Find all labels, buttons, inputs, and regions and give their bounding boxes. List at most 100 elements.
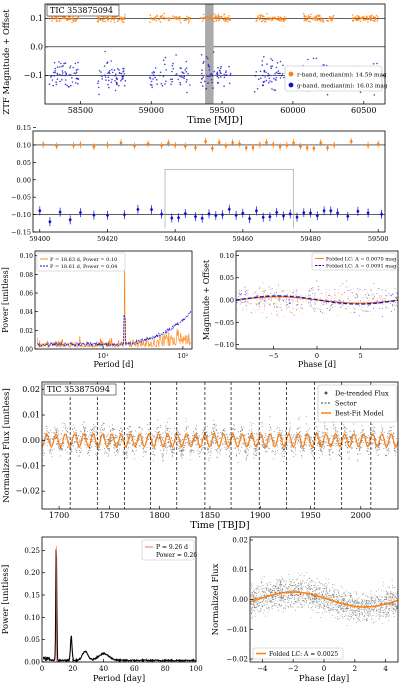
folded-point	[290, 299, 292, 301]
detrended-flux-point	[232, 427, 234, 429]
x-axis-title: Period [d]	[94, 360, 134, 369]
detrended-flux-point	[241, 426, 243, 428]
g-band-point	[61, 65, 63, 68]
y-axis-title: Power [unitless]	[1, 565, 11, 635]
r-band-point	[56, 17, 58, 19]
folded-point	[264, 298, 267, 300]
detrended-flux-point	[381, 428, 383, 430]
detrended-flux-point	[85, 434, 87, 436]
g-band-point	[259, 70, 262, 73]
folded-point	[392, 293, 394, 295]
g-band-point	[77, 82, 79, 85]
r-band-point	[211, 18, 214, 20]
folded-flux-point	[281, 600, 283, 602]
g-band-point	[210, 74, 213, 76]
detrended-flux-point	[395, 452, 397, 454]
detrended-flux-point	[373, 439, 375, 440]
r-band-point	[359, 20, 362, 23]
detrended-flux-point	[93, 428, 95, 430]
folded-point	[340, 285, 342, 287]
g-band-point	[66, 84, 68, 87]
detrended-flux-point	[123, 450, 125, 452]
detrended-flux-point	[130, 439, 132, 441]
r-band-point	[225, 18, 228, 21]
folded-flux-point	[385, 610, 386, 612]
detrended-flux-point	[107, 439, 109, 440]
detrended-flux-point	[114, 437, 116, 439]
detrended-flux-point	[391, 427, 393, 429]
detrended-flux-point	[59, 438, 61, 440]
g-band-point	[185, 71, 188, 73]
g-band-point	[281, 213, 286, 219]
folded-point	[274, 291, 276, 293]
detrended-flux-point	[216, 450, 218, 452]
g-band-point	[264, 76, 266, 78]
r-band-point	[366, 17, 369, 20]
folded-flux-point	[285, 586, 287, 588]
g-band-point	[51, 79, 54, 81]
detrended-flux-point	[83, 425, 85, 427]
folded-flux-point	[357, 613, 359, 615]
g-band-point	[98, 70, 101, 72]
g-band-point	[259, 77, 262, 80]
r-band-point	[220, 15, 223, 18]
g-band-point	[269, 80, 271, 82]
g-band-point	[336, 210, 340, 216]
folded-flux-point	[367, 596, 368, 598]
g-band-point	[160, 82, 163, 85]
r-band-point	[206, 15, 209, 18]
x-tick-label: 59420	[97, 235, 118, 243]
detrended-flux-point	[336, 443, 338, 445]
detrended-flux-point	[309, 436, 311, 438]
detrended-flux-point	[203, 430, 205, 432]
detrended-flux-point	[54, 426, 56, 428]
folded-point	[342, 304, 344, 306]
folded-point	[308, 302, 310, 304]
detrended-flux-point	[152, 451, 154, 453]
r-band-point	[352, 19, 354, 21]
detrended-flux-point	[145, 432, 147, 434]
detrended-flux-point	[216, 448, 218, 450]
folded-flux-point	[293, 601, 295, 603]
detrended-flux-point	[317, 445, 319, 446]
folded-flux-point	[272, 588, 274, 590]
detrended-flux-point	[214, 427, 216, 429]
folded-point	[259, 287, 261, 289]
r-band-point	[273, 17, 276, 19]
g-band-point	[48, 83, 51, 85]
g-band-point	[185, 67, 188, 69]
r-band-point	[325, 19, 328, 22]
folded-point	[239, 292, 241, 294]
folded-flux-point	[338, 599, 340, 601]
g-band-point	[64, 71, 66, 73]
folded-point	[278, 300, 280, 302]
r-band-point	[173, 17, 175, 19]
detrended-flux-point	[285, 430, 287, 432]
folded-point	[259, 306, 261, 308]
folded-point	[369, 304, 371, 306]
folded-point	[314, 293, 316, 295]
r-band-point	[156, 15, 158, 18]
detrended-flux-point	[134, 443, 136, 445]
folded-flux-point	[309, 595, 310, 597]
folded-flux-point	[386, 611, 388, 613]
detrended-flux-point	[147, 439, 149, 440]
g-band-point	[212, 51, 215, 53]
detrended-flux-point	[167, 421, 168, 423]
g-band-point	[216, 75, 219, 78]
detrended-flux-point	[210, 431, 212, 433]
detrended-flux-point	[196, 432, 198, 434]
detrended-flux-point	[289, 429, 291, 431]
folded-flux-point	[326, 590, 328, 592]
detrended-flux-point	[284, 456, 285, 457]
detrended-flux-point	[43, 454, 44, 456]
folded-point	[329, 294, 331, 297]
detrended-flux-point	[265, 432, 267, 434]
detrended-flux-point	[338, 453, 340, 455]
detrended-flux-point	[361, 425, 363, 427]
detrended-flux-point	[165, 428, 167, 430]
detrended-flux-point	[246, 443, 247, 445]
detrended-flux-point	[249, 430, 251, 432]
r-band-point	[278, 144, 282, 149]
detrended-flux-point	[335, 436, 337, 438]
